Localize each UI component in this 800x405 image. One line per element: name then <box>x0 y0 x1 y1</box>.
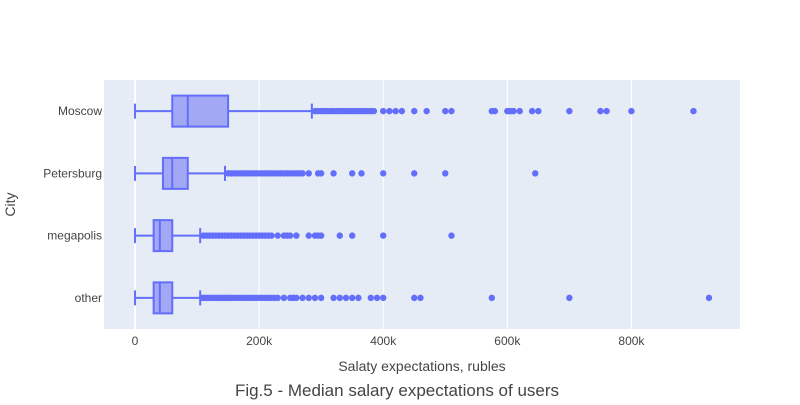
outlier-point <box>311 294 319 302</box>
x-tick-label: 400k <box>370 334 397 348</box>
outlier-point <box>392 107 399 115</box>
outlier-point <box>336 232 343 239</box>
outlier-point <box>566 107 573 115</box>
outlier-point <box>448 232 455 239</box>
outlier-point <box>510 107 517 115</box>
outlier-point <box>516 107 523 115</box>
y-axis-ticks: Moscow Petersburg megapolis other <box>43 104 102 305</box>
y-tick-label: Moscow <box>58 104 102 118</box>
outlier-point <box>268 232 275 239</box>
x-axis-label: Salaty expectations, rubles <box>338 358 505 374</box>
box-iqr <box>161 156 189 190</box>
outlier-point <box>317 170 325 177</box>
outlier-point <box>330 294 337 302</box>
box-petersburg <box>134 156 539 190</box>
box-moscow <box>134 94 697 128</box>
outlier-point <box>330 170 337 177</box>
outlier-point <box>448 107 455 115</box>
outlier-point <box>355 294 362 302</box>
outlier-point <box>348 170 356 177</box>
outlier-point <box>305 232 312 239</box>
outlier-point <box>348 294 356 302</box>
outlier-point <box>348 232 356 239</box>
box-series <box>134 94 713 315</box>
outlier-point <box>293 232 300 239</box>
x-tick-label: 200k <box>246 334 273 348</box>
outlier-point <box>411 170 418 177</box>
outlier-point <box>442 170 449 177</box>
outlier-point <box>411 107 418 115</box>
outlier-point <box>380 170 387 177</box>
outlier-point <box>358 170 365 177</box>
outlier-point <box>342 294 350 302</box>
box-iqr <box>171 94 230 128</box>
outlier-point <box>491 107 499 115</box>
outlier-point <box>488 294 496 302</box>
outlier-point <box>274 232 281 239</box>
y-tick-label: megapolis <box>47 229 102 243</box>
outlier-point <box>286 232 294 239</box>
outlier-point <box>380 232 387 239</box>
outlier-point <box>690 107 697 115</box>
outlier-point <box>442 107 449 115</box>
outlier-point <box>532 170 539 177</box>
outlier-point <box>597 107 604 115</box>
outlier-point <box>317 232 325 239</box>
outlier-point <box>380 294 387 302</box>
outlier-point <box>370 107 378 115</box>
outlier-point <box>336 294 343 302</box>
y-axis-label: City <box>2 192 18 216</box>
x-tick-label: 600k <box>494 334 521 348</box>
box-iqr <box>152 219 174 253</box>
outlier-point <box>705 294 713 302</box>
chart-title: Fig.5 - Median salary expectations of us… <box>235 381 559 400</box>
outlier-point <box>528 107 536 115</box>
outlier-point <box>305 170 312 177</box>
x-axis-ticks: 0 200k 400k 600k 800k <box>132 334 646 348</box>
y-tick-label: Petersburg <box>43 166 102 180</box>
y-tick-label: other <box>75 291 102 305</box>
outlier-point <box>293 294 300 302</box>
box-megapolis <box>134 219 455 253</box>
outlier-point <box>603 107 610 115</box>
box-iqr <box>152 281 174 315</box>
outlier-point <box>411 294 418 302</box>
outlier-point <box>628 107 635 115</box>
outlier-point <box>423 107 430 115</box>
outlier-point <box>299 170 306 177</box>
outlier-point <box>398 107 406 115</box>
x-tick-label: 800k <box>618 334 645 348</box>
outlier-point <box>417 294 424 302</box>
box-other <box>134 281 713 315</box>
outlier-point <box>274 294 281 302</box>
outlier-point <box>373 294 381 302</box>
x-tick-label: 0 <box>132 334 139 348</box>
outlier-point <box>380 107 387 115</box>
outlier-point <box>305 294 312 302</box>
outlier-point <box>280 294 288 302</box>
outlier-point <box>299 294 306 302</box>
outlier-point <box>535 107 542 115</box>
outlier-point <box>566 294 573 302</box>
outlier-point <box>386 107 393 115</box>
outlier-point <box>317 294 325 302</box>
outlier-point <box>367 294 375 302</box>
grid-lines <box>134 80 632 329</box>
